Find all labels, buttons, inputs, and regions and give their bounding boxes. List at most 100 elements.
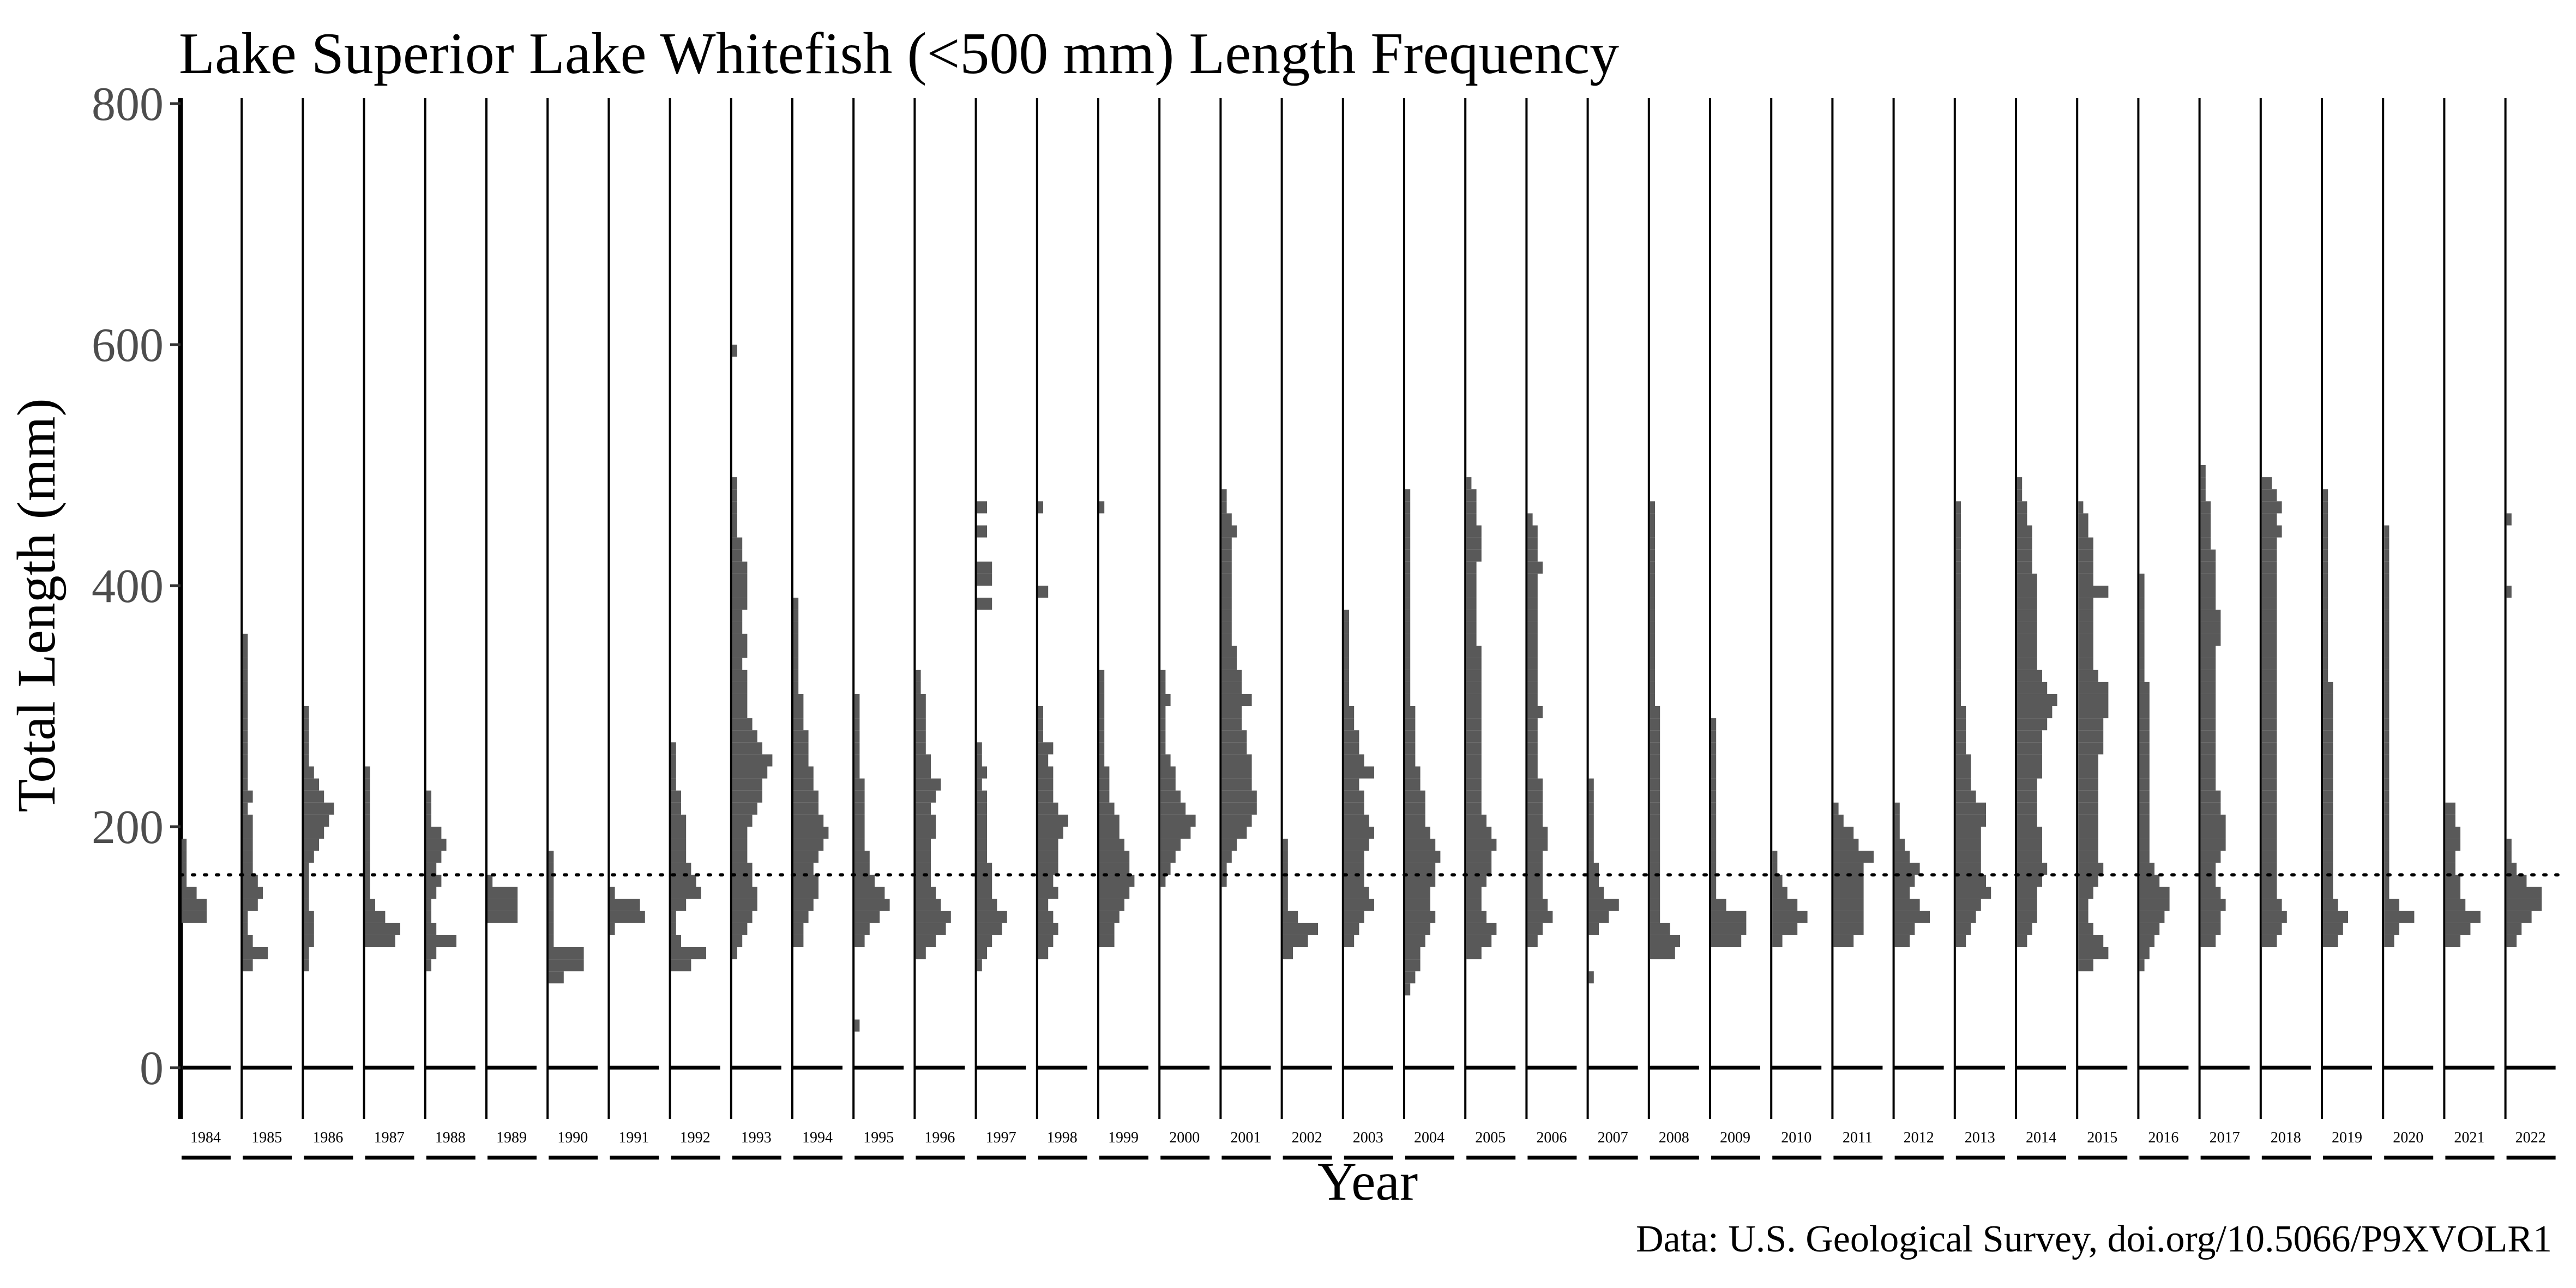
- histogram-bar: [2139, 851, 2150, 863]
- y-tick-label: 400: [92, 560, 164, 613]
- strip-label-2010: 2010: [1781, 1129, 1811, 1146]
- histogram-bar: [1405, 935, 1425, 947]
- histogram-bar: [1894, 899, 1920, 911]
- histogram-bar: [2017, 802, 2037, 815]
- histogram-bar: [304, 887, 309, 899]
- histogram-bar: [2078, 718, 2104, 731]
- facet-panel-2011: [1831, 98, 1883, 1119]
- histogram-bar: [2506, 887, 2542, 899]
- histogram-bar: [1833, 802, 1839, 815]
- histogram-bar: [2445, 923, 2471, 935]
- histogram-bar: [1038, 851, 1058, 863]
- histogram-bar: [426, 911, 431, 923]
- histogram-bar: [1833, 863, 1864, 875]
- histogram-bar: [2323, 802, 2333, 815]
- histogram-bar: [1527, 899, 1548, 911]
- histogram-bar: [1527, 586, 1538, 598]
- histogram-bar: [2200, 610, 2221, 622]
- histogram-bar: [1038, 827, 1063, 839]
- histogram-bar: [854, 802, 865, 815]
- histogram-bar: [671, 814, 687, 827]
- histogram-bar: [2323, 863, 2333, 875]
- histogram-bar: [243, 634, 248, 646]
- histogram-bar: [1588, 814, 1594, 827]
- strip-label-2020: 2020: [2393, 1129, 2423, 1146]
- histogram-bar: [1344, 682, 1349, 694]
- histogram-bar: [732, 827, 748, 839]
- histogram-bar: [2200, 634, 2221, 646]
- histogram-bar: [2506, 935, 2517, 947]
- histogram-bar: [732, 923, 748, 935]
- histogram-bar: [916, 706, 926, 719]
- histogram-bar: [1650, 694, 1655, 706]
- histogram-bar: [2017, 814, 2037, 827]
- histogram-bar: [1466, 899, 1482, 911]
- histogram-bar: [671, 802, 681, 815]
- histogram-bar: [2078, 742, 2104, 755]
- histogram-bar: [1099, 851, 1130, 863]
- histogram-bar: [1099, 501, 1105, 514]
- histogram-bar: [365, 911, 386, 923]
- histogram-bar: [2139, 790, 2150, 803]
- histogram-bar: [1344, 646, 1349, 658]
- histogram-bar: [549, 851, 554, 863]
- histogram-bar: [732, 525, 737, 538]
- histogram-bar: [1650, 718, 1660, 731]
- histogram-bar: [1466, 863, 1492, 875]
- facet-panel-1986: [302, 98, 353, 1119]
- facet-panel-2003: [1341, 98, 1393, 1119]
- histogram-bar: [1160, 790, 1181, 803]
- histogram-bar: [671, 899, 687, 911]
- histogram-bar: [1527, 911, 1553, 923]
- histogram-bar: [916, 851, 931, 863]
- histogram-bar: [2261, 778, 2277, 791]
- histogram-bar: [1221, 537, 1232, 550]
- histogram-bar: [1650, 501, 1655, 514]
- histogram-bar: [854, 790, 865, 803]
- histogram-bar: [426, 935, 456, 947]
- histogram-bar: [2200, 754, 2216, 767]
- histogram-bar: [2445, 899, 2466, 911]
- histogram-bar: [2384, 730, 2390, 743]
- histogram-bar: [854, 935, 865, 947]
- histogram-bar: [1221, 561, 1232, 574]
- histogram-bar: [1405, 839, 1436, 851]
- histogram-bar: [1405, 754, 1416, 767]
- histogram-bar: [1221, 610, 1232, 622]
- histogram-bar: [426, 887, 437, 899]
- histogram-bar: [2384, 573, 2390, 586]
- histogram-bar: [1283, 887, 1288, 899]
- histogram-bar: [1711, 827, 1717, 839]
- histogram-bar: [1711, 742, 1717, 755]
- histogram-bar: [916, 754, 931, 767]
- histogram-bar: [854, 814, 865, 827]
- facet-panel-2004: [1403, 98, 1454, 1119]
- histogram-bar: [1955, 573, 1961, 586]
- histogram-bar: [793, 790, 818, 803]
- histogram-bar: [1466, 573, 1477, 586]
- histogram-bar: [2078, 754, 2098, 767]
- histogram-bar: [2017, 766, 2042, 779]
- histogram-bar: [1527, 754, 1538, 767]
- histogram-bar: [2078, 670, 2098, 682]
- histogram-bar: [1650, 525, 1655, 538]
- histogram-bar: [2261, 610, 2277, 622]
- histogram-bar: [2261, 911, 2287, 923]
- histogram-bar: [1466, 549, 1482, 562]
- histogram-bar: [1160, 718, 1166, 731]
- histogram-bar: [426, 899, 431, 911]
- histogram-bar: [1221, 670, 1242, 682]
- histogram-bar: [2078, 959, 2093, 972]
- histogram-bar: [1650, 923, 1670, 935]
- histogram-bar: [732, 706, 748, 719]
- histogram-bar: [304, 718, 309, 731]
- histogram-bar: [1772, 911, 1808, 923]
- histogram-bar: [2078, 778, 2098, 791]
- strip-label-1986: 1986: [312, 1129, 343, 1146]
- histogram-bar: [732, 573, 748, 586]
- histogram-bar: [1221, 766, 1252, 779]
- histogram-bar: [1405, 851, 1441, 863]
- histogram-bar: [1038, 923, 1058, 935]
- histogram-bar: [916, 730, 926, 743]
- histogram-bar: [977, 561, 992, 574]
